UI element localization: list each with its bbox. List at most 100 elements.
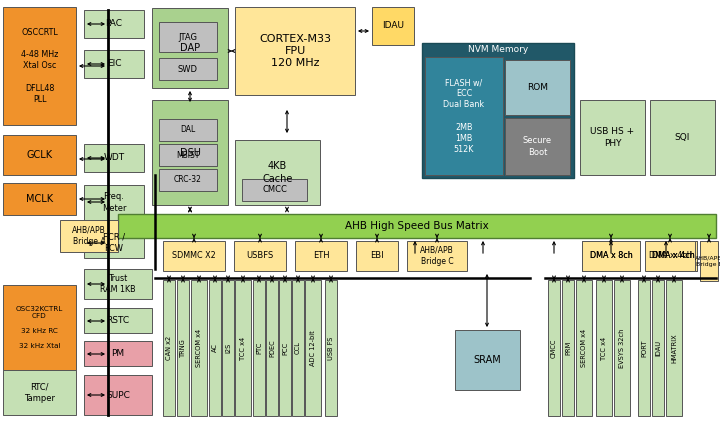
Text: FLASH w/
ECC
Dual Bank

2MB
1MB
512K: FLASH w/ ECC Dual Bank 2MB 1MB 512K	[444, 78, 485, 154]
Text: CORTEX-M33
FPU
120 MHz: CORTEX-M33 FPU 120 MHz	[259, 34, 331, 69]
Text: AHB/APB
Bridge A: AHB/APB Bridge A	[72, 226, 106, 246]
Text: SUPC: SUPC	[106, 391, 130, 400]
Text: DAL: DAL	[181, 126, 196, 135]
Bar	[372, 7, 414, 45]
Bar	[159, 169, 217, 191]
Bar	[614, 280, 630, 416]
Bar	[191, 280, 207, 416]
Text: ETH: ETH	[312, 251, 329, 261]
Bar	[3, 285, 76, 370]
Text: Secure
Boot: Secure Boot	[523, 136, 552, 156]
Text: OSC32KCTRL
CFD

32 kHz RC

32 kHz Xtal: OSC32KCTRL CFD 32 kHz RC 32 kHz Xtal	[16, 306, 63, 349]
Text: DMA x 4ch: DMA x 4ch	[652, 251, 694, 261]
Bar	[84, 308, 152, 333]
Bar	[407, 241, 467, 271]
Bar	[266, 280, 278, 416]
Text: DMA x 4ch: DMA x 4ch	[649, 251, 691, 261]
Bar	[582, 241, 640, 271]
Bar	[649, 241, 697, 271]
Bar	[235, 140, 320, 205]
Text: PAC: PAC	[106, 20, 122, 29]
Bar	[3, 370, 76, 415]
Text: I2S: I2S	[225, 343, 231, 353]
Bar	[305, 280, 321, 416]
Bar	[84, 269, 152, 299]
Text: FCR /
FCW: FCR / FCW	[103, 233, 125, 253]
Text: USB HS +
PHY: USB HS + PHY	[590, 127, 634, 147]
Bar	[645, 241, 695, 271]
Text: PM: PM	[112, 349, 125, 358]
Text: DMA x 4ch: DMA x 4ch	[652, 251, 694, 261]
Bar	[152, 8, 228, 88]
Bar	[84, 228, 144, 258]
Bar	[3, 183, 76, 215]
Text: SQI: SQI	[675, 133, 690, 142]
Text: Freq.
Meter: Freq. Meter	[102, 193, 126, 213]
Text: PRM: PRM	[565, 341, 571, 355]
Text: TCC x4: TCC x4	[601, 337, 607, 360]
Bar	[159, 22, 217, 52]
Text: RTC/
Tamper: RTC/ Tamper	[24, 383, 55, 403]
Bar	[84, 185, 144, 220]
Bar	[650, 100, 715, 175]
Bar	[455, 330, 520, 390]
Text: PORT: PORT	[641, 339, 647, 357]
Bar	[242, 179, 307, 201]
Text: GCLK: GCLK	[27, 150, 53, 160]
Bar	[666, 280, 682, 416]
Bar	[163, 241, 225, 271]
Text: DAP: DAP	[180, 43, 200, 53]
Text: DMA x 8ch: DMA x 8ch	[590, 251, 632, 261]
Text: TRNG: TRNG	[180, 339, 186, 357]
Bar	[60, 220, 118, 252]
Bar	[235, 7, 355, 95]
Bar	[325, 280, 337, 416]
Bar	[356, 241, 398, 271]
Bar	[159, 119, 217, 141]
Text: TCC x4: TCC x4	[240, 337, 246, 360]
Text: WDT: WDT	[104, 153, 125, 162]
Text: IDAU: IDAU	[655, 340, 661, 356]
Bar	[159, 58, 217, 80]
Text: CMCC: CMCC	[551, 338, 557, 358]
Text: JTAG: JTAG	[179, 32, 197, 41]
Bar	[177, 280, 189, 416]
Text: EIC: EIC	[107, 60, 121, 69]
Bar	[582, 241, 640, 271]
Bar	[505, 118, 570, 175]
Bar	[422, 43, 574, 178]
Bar	[700, 241, 716, 271]
Bar	[118, 214, 716, 238]
Bar	[548, 280, 560, 416]
Text: USBFS: USBFS	[246, 251, 274, 261]
Text: DMA x 8ch: DMA x 8ch	[590, 251, 632, 261]
Bar	[84, 144, 144, 172]
Text: MBIST: MBIST	[176, 150, 199, 159]
Text: CRC-32: CRC-32	[174, 176, 202, 184]
Text: SWD: SWD	[178, 64, 198, 74]
Bar	[84, 50, 144, 78]
Text: ROM: ROM	[527, 83, 548, 92]
Bar	[649, 241, 697, 271]
Bar	[253, 280, 265, 416]
Bar	[209, 280, 221, 416]
Bar	[652, 280, 664, 416]
Bar	[279, 280, 291, 416]
Text: CCL: CCL	[295, 342, 301, 354]
Bar	[425, 57, 503, 175]
Bar	[222, 280, 234, 416]
Bar	[235, 280, 251, 416]
Bar	[704, 241, 717, 271]
Text: EVSYS 32ch: EVSYS 32ch	[619, 328, 625, 368]
Text: IDAU: IDAU	[382, 21, 404, 31]
Text: MCLK: MCLK	[26, 194, 53, 204]
Text: USB FS: USB FS	[328, 336, 334, 360]
Text: SERCOM x4: SERCOM x4	[196, 329, 202, 367]
Text: SRAM: SRAM	[474, 355, 501, 365]
Text: NVM Memory: NVM Memory	[468, 46, 528, 55]
Text: 4KB
Cache: 4KB Cache	[262, 161, 293, 184]
Bar	[505, 60, 570, 115]
Bar	[84, 341, 152, 366]
Text: AHB High Speed Bus Matrix: AHB High Speed Bus Matrix	[345, 221, 489, 231]
Text: ADC 12-bit: ADC 12-bit	[310, 330, 316, 366]
